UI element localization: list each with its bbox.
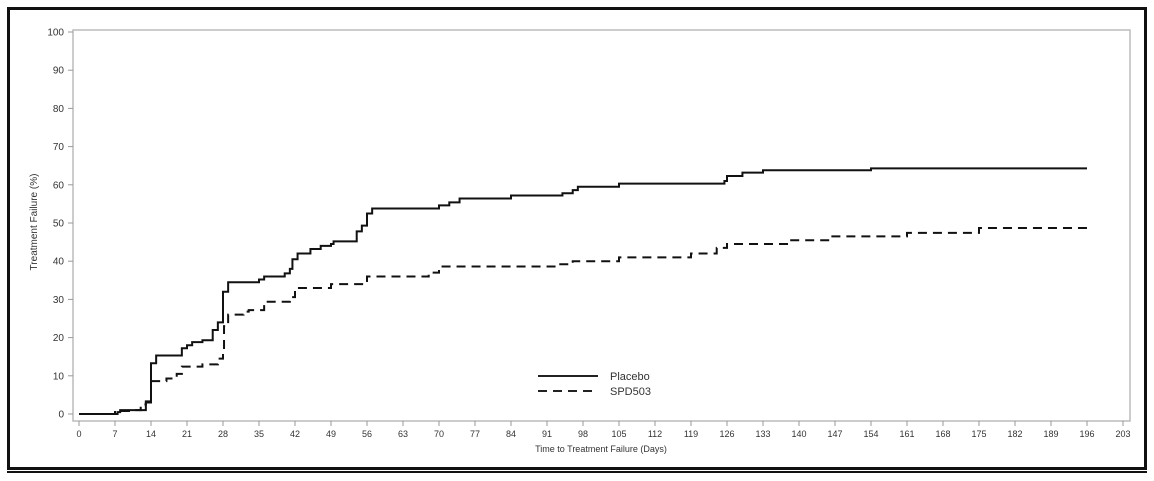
y-tick-label: 100 — [47, 28, 64, 39]
legend-label-placebo: Placebo — [610, 371, 650, 383]
x-tick-label: 77 — [470, 429, 480, 439]
legend: Placebo SPD503 — [538, 371, 651, 398]
x-tick-label: 56 — [362, 429, 372, 439]
legend-label-spd503: SPD503 — [610, 386, 651, 398]
x-tick-label: 0 — [76, 429, 81, 439]
x-tick-label: 84 — [506, 429, 516, 439]
x-tick-label: 196 — [1079, 429, 1094, 439]
y-tick-label: 0 — [58, 410, 64, 421]
x-tick-label: 154 — [863, 429, 878, 439]
x-tick-label: 7 — [112, 429, 117, 439]
bottom-rule — [7, 471, 1147, 473]
series-line-spd503 — [79, 226, 1087, 415]
x-tick-label: 189 — [1043, 429, 1058, 439]
y-tick-label: 20 — [53, 333, 65, 344]
y-tick-label: 40 — [53, 257, 65, 268]
x-tick-label: 63 — [398, 429, 408, 439]
x-tick-label: 42 — [290, 429, 300, 439]
x-tick-label: 133 — [755, 429, 770, 439]
x-tick-label: 147 — [827, 429, 842, 439]
y-tick-label: 80 — [53, 104, 65, 115]
x-tick-label: 35 — [254, 429, 264, 439]
x-tick-label: 21 — [182, 429, 192, 439]
plot-frame — [72, 29, 1131, 422]
x-tick-label: 203 — [1115, 429, 1130, 439]
x-tick-label: 175 — [971, 429, 986, 439]
y-axis: 0 10 20 30 40 50 60 70 80 90 100 — [47, 28, 73, 421]
series-line-placebo — [79, 167, 1087, 415]
y-tick-label: 10 — [53, 371, 65, 382]
y-tick-label: 90 — [53, 66, 65, 77]
x-tick-label: 28 — [218, 429, 228, 439]
x-tick-label: 161 — [899, 429, 914, 439]
x-tick-label: 98 — [578, 429, 588, 439]
figure-border — [7, 7, 1147, 470]
y-tick-label: 30 — [53, 295, 65, 306]
x-tick-label: 91 — [542, 429, 552, 439]
x-tick-label: 49 — [326, 429, 336, 439]
y-tick-label: 60 — [53, 180, 65, 191]
y-tick-label: 50 — [53, 219, 65, 230]
x-tick-label: 140 — [791, 429, 806, 439]
y-tick-label: 70 — [53, 142, 65, 153]
series-lines — [79, 167, 1087, 415]
x-tick-label: 112 — [648, 429, 662, 439]
x-tick-label: 119 — [684, 429, 698, 439]
x-tick-label: 70 — [434, 429, 444, 439]
x-tick-label: 105 — [611, 429, 626, 439]
x-axis-label: Time to Treatment Failure (Days) — [535, 444, 667, 454]
x-tick-label: 126 — [719, 429, 734, 439]
x-tick-label: 168 — [935, 429, 950, 439]
x-axis: 0 7 14 21 28 35 42 49 56 63 70 77 84 91 98 105 112 119 126… — [76, 421, 1131, 439]
x-tick-label: 182 — [1007, 429, 1022, 439]
x-tick-label: 14 — [146, 429, 156, 439]
y-axis-label: Treatment Failure (%) — [29, 174, 40, 271]
